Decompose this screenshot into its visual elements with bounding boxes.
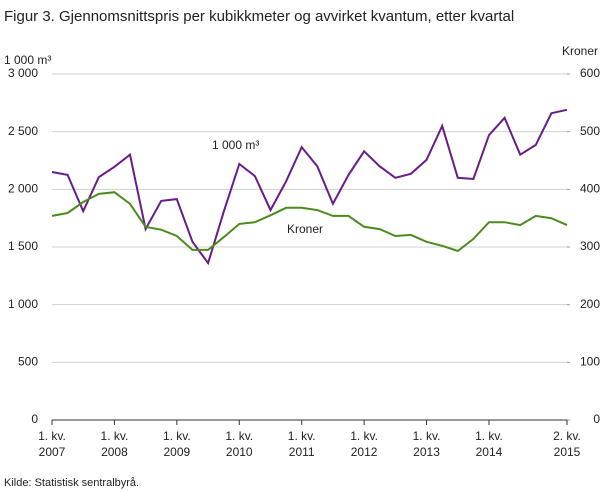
x-tick-label: 1. kv. 2013	[412, 429, 441, 459]
x-tick-label: 1. kv. 2012	[350, 429, 378, 459]
chart-title: Figur 3. Gjennomsnittspris per kubikkmet…	[4, 8, 514, 25]
y2-tick-label: 100	[580, 355, 600, 369]
y-tick-label: 500	[18, 355, 38, 369]
y2-tick-label: 300	[580, 239, 600, 253]
series-label: Kroner	[287, 222, 323, 236]
y-axis-label: 1 000 m³	[4, 53, 51, 67]
y2-tick-label: 500	[580, 124, 600, 138]
x-tick-label: 1. kv. 2011	[287, 429, 316, 459]
y-tick-label: 1 500	[8, 239, 38, 253]
y-tick-label: 1 000	[8, 297, 38, 311]
y-tick-label: 2 500	[8, 124, 38, 138]
y2-tick-label: 0	[593, 412, 600, 426]
x-tick-label: 2. kv. 2015	[553, 429, 581, 459]
y2-axis-label: Kroner	[562, 44, 598, 58]
y-tick-label: 0	[31, 412, 38, 426]
x-tick-label: 1. kv. 2010	[225, 429, 254, 459]
series-line	[51, 191, 568, 253]
source: Kilde: Statistisk sentralbyrå.	[4, 477, 139, 489]
y-tick-label: 2 000	[8, 182, 38, 196]
x-tick-label: 1. kv. 2007	[38, 429, 66, 459]
x-tick-label: 1. kv. 2014	[475, 429, 503, 459]
series-label: 1 000 m³	[212, 138, 259, 152]
y-tick-label: 3 000	[8, 66, 38, 80]
y2-tick-label: 400	[580, 182, 600, 196]
series-line	[51, 108, 568, 266]
x-tick-label: 1. kv. 2009	[162, 429, 191, 459]
y2-tick-label: 600	[580, 66, 600, 80]
y2-tick-label: 200	[580, 297, 600, 311]
x-tick-label: 1. kv. 2008	[100, 429, 129, 459]
